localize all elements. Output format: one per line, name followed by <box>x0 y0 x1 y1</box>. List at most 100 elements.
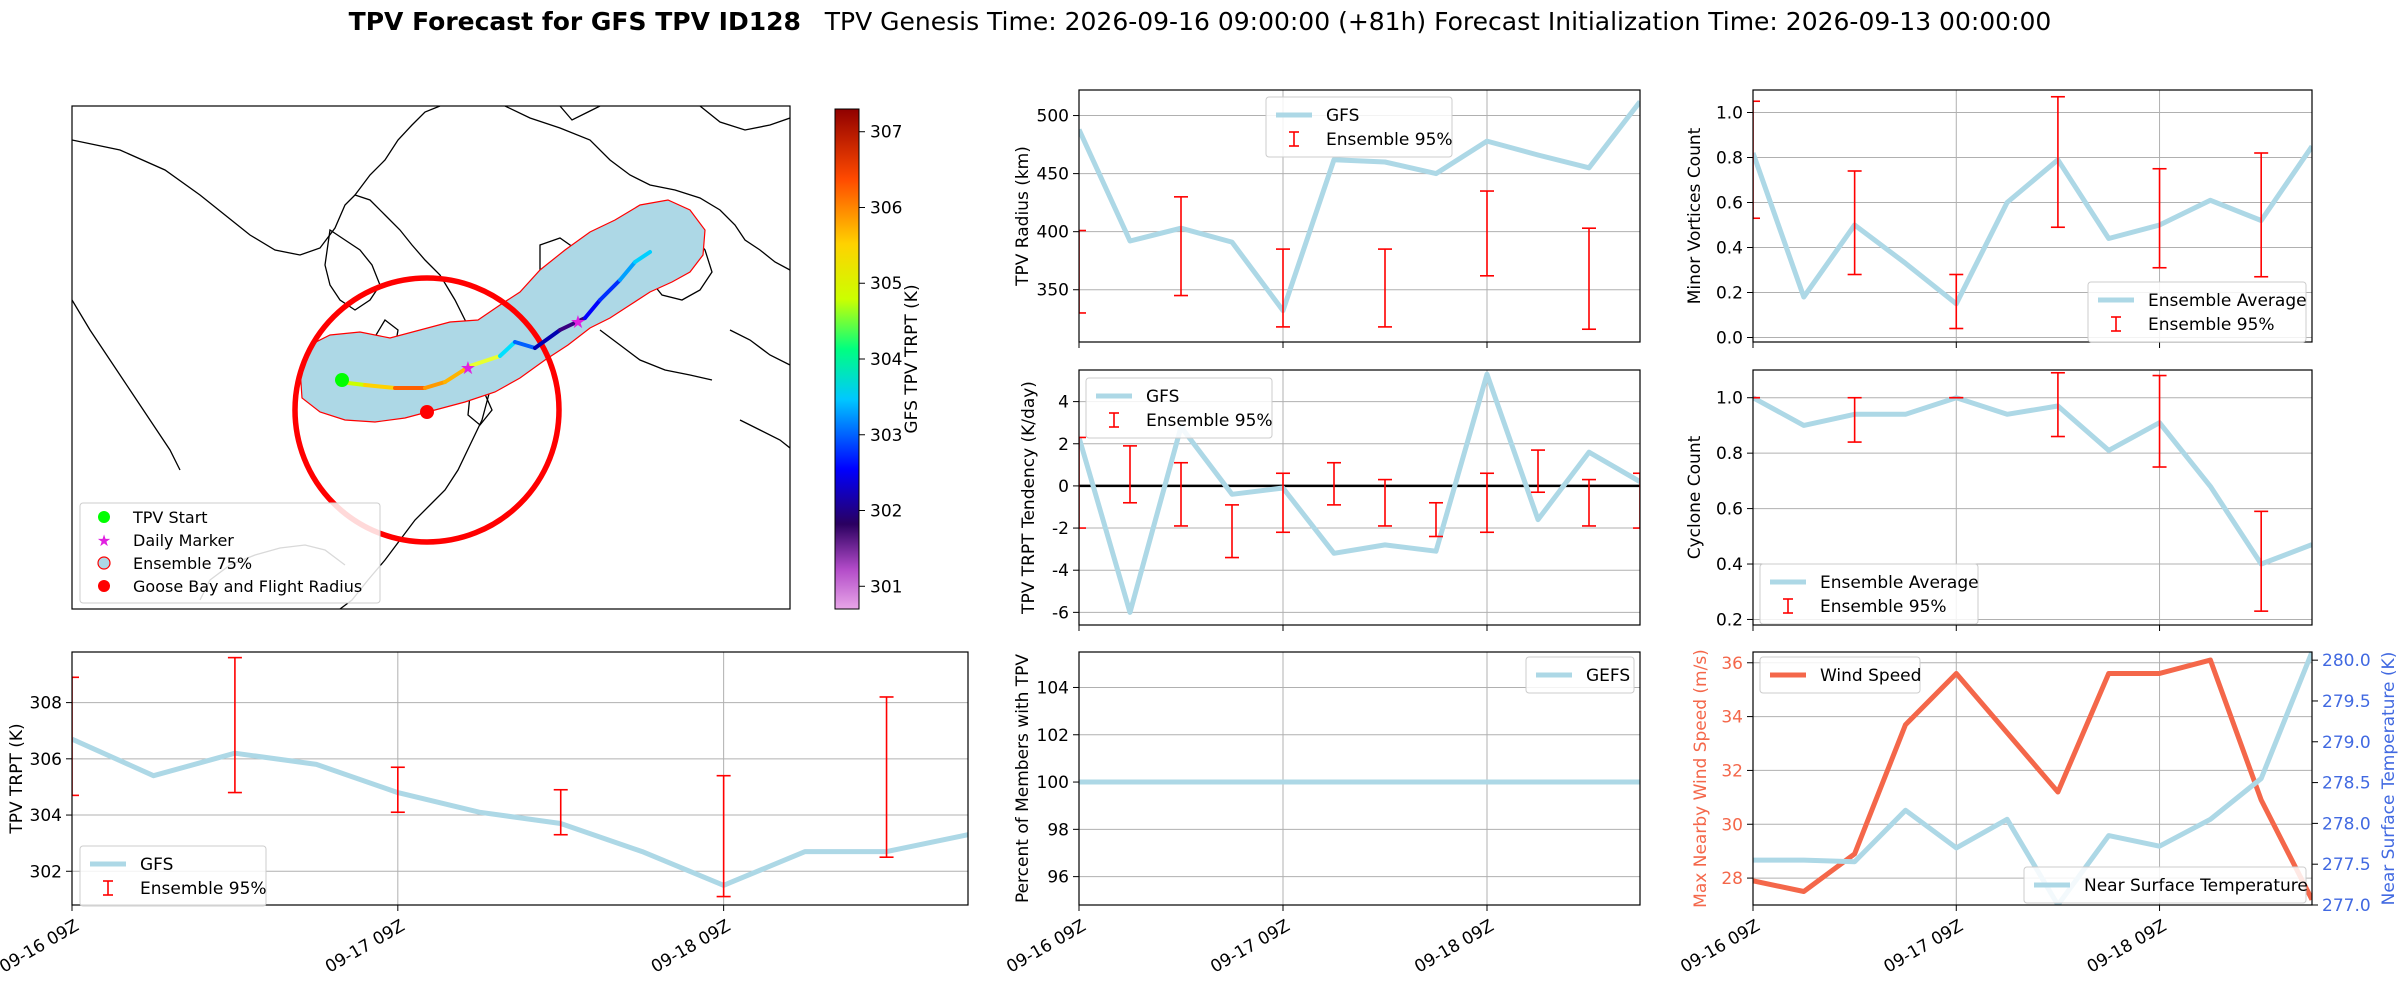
tpv-start-marker <box>335 373 349 387</box>
y-tick-label: 0.8 <box>1716 444 1743 464</box>
y-tick-label: 102 <box>1037 726 1069 746</box>
series-line-0 <box>1079 371 1640 615</box>
colorbar-tick-label: 306 <box>870 198 902 218</box>
legend: GEFS <box>1525 656 1635 694</box>
y-tick-label: 0.0 <box>1716 329 1743 349</box>
y-right-tick-label: 277.5 <box>2322 855 2371 875</box>
plot-area <box>1079 100 1640 331</box>
y-tick-label: 304 <box>30 806 62 826</box>
y-axis-label: Minor Vortices Count <box>1685 127 1705 304</box>
series-line-0 <box>1753 395 2312 567</box>
y-tick-label: -6 <box>1052 603 1069 623</box>
goose-bay-flight-radius <box>292 275 562 545</box>
legend: Wind Speed <box>1759 656 1921 694</box>
y-right-axis-label: Near Surface Temperature (K) <box>2379 652 2399 906</box>
y-right-tick-label: 279.0 <box>2322 733 2371 753</box>
y-right-tick-label: 280.0 <box>2322 651 2371 671</box>
legend-label: Ensemble 95% <box>1820 597 1947 617</box>
y-tick-label: 350 <box>1037 281 1069 301</box>
series-line-0 <box>72 736 968 888</box>
legend-label: GFS <box>140 855 173 875</box>
legend-frame <box>2023 866 2307 904</box>
y-tick-label: 0.2 <box>1716 284 1743 304</box>
y-tick-label: 98 <box>1047 820 1069 840</box>
y-tick-label: 450 <box>1037 165 1069 185</box>
axes-frame <box>1752 651 2313 906</box>
y-tick-label: 0.6 <box>1716 500 1743 520</box>
colorbar-tick-label: 301 <box>870 577 902 597</box>
axes-frame <box>1752 369 2313 626</box>
legend-label: Ensemble 75% <box>133 554 252 573</box>
colorbar-tick-label: 304 <box>870 350 902 370</box>
legend-frame <box>2087 281 2307 343</box>
legend-label: GFS <box>1326 106 1359 126</box>
y-right-tick-label: 278.5 <box>2322 774 2371 794</box>
map-legend: TPV Start ★ Daily Marker Ensemble 75% Go… <box>79 502 381 604</box>
legend-label: Ensemble 95% <box>2148 315 2275 335</box>
legend-label: Daily Marker <box>133 531 234 550</box>
daily-marker: ★ <box>460 358 476 379</box>
series-line-0 <box>1079 100 1640 314</box>
y-tick-label: 32 <box>1721 761 1743 781</box>
chart-trpt: 302 304 306 308 09-16 09Z 09-17 09Z 09-18 09Z T… <box>0 651 969 977</box>
y-axis-label: TPV Radius (km) <box>1013 146 1033 287</box>
y-tick-label: 104 <box>1037 678 1069 698</box>
legend-label: Goose Bay and Flight Radius <box>133 577 362 596</box>
x-tick-label: 09-18 09Z <box>648 916 734 977</box>
y-axis-label: Cyclone Count <box>1685 435 1705 559</box>
x-tick-label: 09-17 09Z <box>322 916 408 977</box>
legend-goose-bay-icon <box>98 580 110 592</box>
map-frame <box>71 105 791 610</box>
y-tick-label: 4 <box>1058 393 1069 413</box>
legend-label: Ensemble Average <box>2148 291 2307 311</box>
goose-bay-marker <box>420 405 434 419</box>
colorbar-tick-label: 303 <box>870 426 902 446</box>
plot-area <box>1753 371 2312 612</box>
x-tick-label: 09-18 09Z <box>1411 916 1497 977</box>
y-tick-label: 500 <box>1037 107 1069 127</box>
y-tick-label: 100 <box>1037 773 1069 793</box>
y-tick-label: 30 <box>1721 815 1743 835</box>
legend-label: Ensemble 95% <box>1326 130 1453 150</box>
y-tick-label: 302 <box>30 862 62 882</box>
y-tick-label: 308 <box>30 694 62 714</box>
y-tick-label: 2 <box>1058 435 1069 455</box>
legend-ensemble75-icon <box>97 556 111 570</box>
legend: GFS Ensemble 95% <box>1265 96 1453 158</box>
x-tick-label: 09-16 09Z <box>1677 916 1763 977</box>
legend-label: GEFS <box>1586 666 1630 686</box>
y-axis-label: Max Nearby Wind Speed (m/s) <box>1691 649 1711 908</box>
series-line-1 <box>1753 652 2312 905</box>
y-tick-label: 0 <box>1058 477 1069 497</box>
y-axis-label: TPV TRPT (K) <box>7 723 27 834</box>
colorbar-tick-label: 305 <box>870 274 902 294</box>
legend-frame <box>1525 656 1635 694</box>
y-tick-label: -2 <box>1052 519 1069 539</box>
legend-daily-marker-icon: ★ <box>97 531 111 550</box>
y-tick-label: 28 <box>1721 869 1743 889</box>
x-tick-label: 09-16 09Z <box>0 916 83 977</box>
y-right-tick-label: 278.0 <box>2322 814 2371 834</box>
plot-area <box>1079 371 1640 615</box>
y-axis-label: TPV TRPT Tendency (K/day) <box>1019 381 1039 615</box>
chart-minor: 0.0 0.2 0.4 0.6 0.8 1.0 Minor Vortices Count <box>1685 89 2313 349</box>
y-right-tick-label: 279.5 <box>2322 692 2371 712</box>
legend-frame <box>1759 563 1979 625</box>
axes-frame <box>1078 651 1641 906</box>
axes-frame <box>1752 89 2313 343</box>
x-tick-label: 09-17 09Z <box>1207 916 1293 977</box>
y-tick-label: 0.4 <box>1716 555 1743 575</box>
axes-frame <box>71 651 969 906</box>
y-tick-label: 0.2 <box>1716 610 1743 630</box>
chart-cyclone: 0.2 0.4 0.6 0.8 1.0 Cyclone Count <box>1685 369 2313 631</box>
x-tick-label: 09-16 09Z <box>1003 916 1089 977</box>
colorbar: 301 302 303 304 305 306 307 GFS TPV TRPT (K) <box>834 108 922 610</box>
axes-frame <box>1078 369 1641 626</box>
y-tick-label: 306 <box>30 750 62 770</box>
chart-members: 96 98 100 102 104 09-16 09Z 09-17 09Z 09-18 09Z… <box>1003 651 1641 977</box>
axes-frame <box>1078 89 1641 343</box>
colorbar-label: GFS TPV TRPT (K) <box>902 284 922 433</box>
x-tick-label: 09-18 09Z <box>2084 916 2170 977</box>
